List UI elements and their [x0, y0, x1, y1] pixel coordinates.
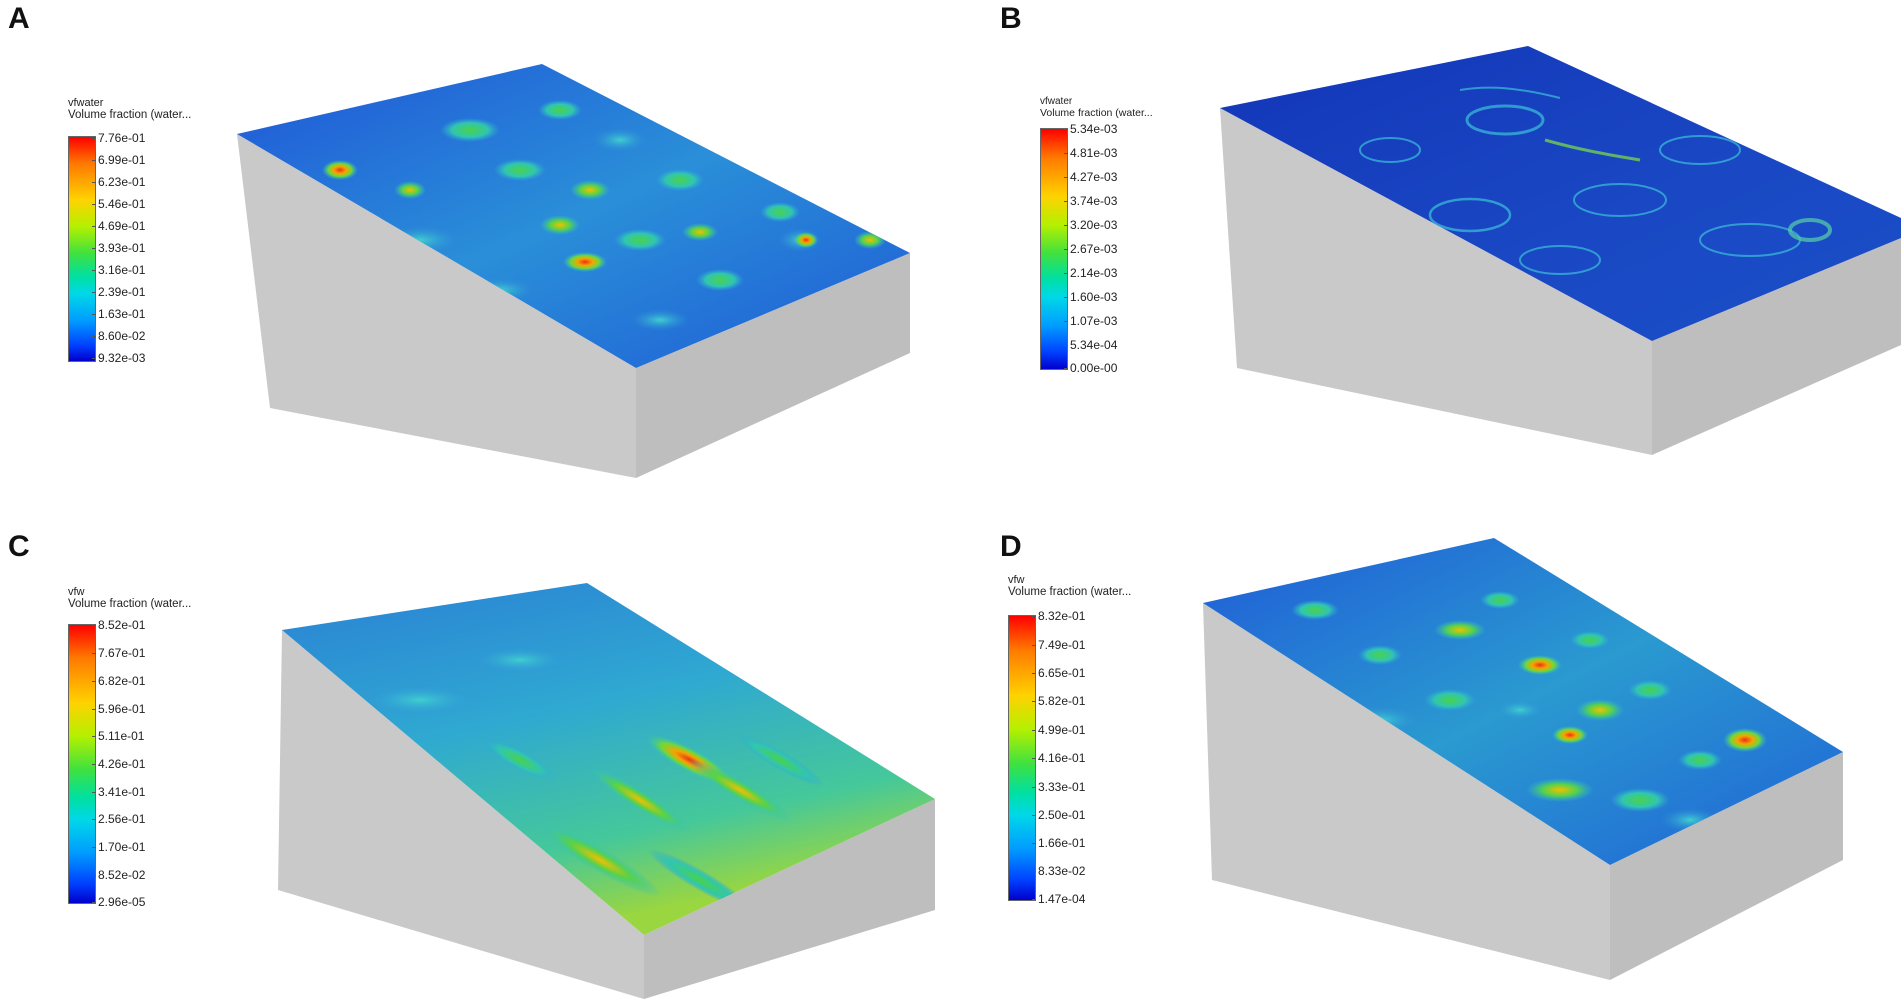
legend-tick: 5.11e-01: [91, 729, 145, 743]
legend-tick: 3.16e-01: [91, 263, 146, 277]
legend-tick: 4.99e-01: [1031, 723, 1086, 737]
block-side-face: [237, 134, 636, 478]
legend-tick: 6.82e-01: [91, 674, 146, 688]
legend-tick: 5.96e-01: [91, 702, 146, 716]
legend-tick: 7.67e-01: [91, 646, 146, 660]
color-scale-bar: [68, 624, 96, 904]
legend-tick: 9.32e-03: [91, 351, 146, 365]
legend-tick: 5.46e-01: [91, 197, 146, 211]
block-side-face: [1203, 603, 1610, 980]
legend-tick: 4.81e-03: [1063, 146, 1118, 160]
legend-tick: 6.65e-01: [1031, 666, 1086, 680]
legend-tick: 3.20e-03: [1063, 218, 1118, 232]
legend-tick: 1.47e-04: [1031, 892, 1086, 906]
legend-tick: 5.82e-01: [1031, 694, 1086, 708]
legend-description: Volume fraction (water...: [1008, 586, 1132, 598]
legend-tick: 3.74e-03: [1063, 194, 1118, 208]
legend-tick: 3.93e-01: [91, 241, 146, 255]
volume-fraction-contours: [270, 100, 886, 331]
legend-tick: 6.99e-01: [91, 153, 146, 167]
slope-block-a: [237, 64, 910, 478]
panel-label-b: B: [1000, 2, 1022, 35]
legend-tick: 7.49e-01: [1031, 638, 1086, 652]
legend-variable-name: vfwater: [68, 97, 104, 109]
block-front-face: [636, 253, 910, 478]
legend-tick: 2.56e-01: [91, 812, 146, 826]
legend-variable-name: vfw: [68, 586, 85, 598]
legend-tick: 1.70e-01: [91, 840, 146, 854]
legend-tick: 4.69e-01: [91, 219, 146, 233]
legend-tick: 2.67e-03: [1063, 242, 1118, 256]
color-scale-bar: [68, 136, 96, 362]
legend-tick: 8.52e-02: [91, 868, 146, 882]
block-front-face: [644, 799, 935, 999]
block-side-face: [1220, 108, 1652, 455]
block-front-face: [1610, 752, 1843, 980]
legend-tick: 1.07e-03: [1063, 314, 1118, 328]
legend-tick: 2.39e-01: [91, 285, 146, 299]
legend-tick: 5.34e-03: [1063, 122, 1118, 136]
legend-tick: 3.33e-01: [1031, 780, 1086, 794]
legend-tick: 1.60e-03: [1063, 290, 1118, 304]
color-scale-bar: [1008, 615, 1036, 901]
legend-tick: 4.27e-03: [1063, 170, 1118, 184]
legend-variable-name: vfwater: [1040, 96, 1073, 107]
slope-surface: [282, 583, 935, 935]
slope-block-c: [278, 583, 935, 999]
panel-label-a: A: [8, 2, 30, 35]
legend-tick: 8.33e-02: [1031, 864, 1086, 878]
legend-description: Volume fraction (water...: [68, 109, 192, 121]
legend-variable-name: vfw: [1008, 574, 1025, 586]
legend-tick: 1.66e-01: [1031, 836, 1086, 850]
legend-tick: 8.60e-02: [91, 329, 146, 343]
block-front-face: [1652, 238, 1901, 455]
legend-tick: 2.50e-01: [1031, 808, 1086, 822]
slope-surface: [237, 64, 910, 368]
volume-fraction-contours: [1359, 86, 1832, 275]
legend-tick: 4.16e-01: [1031, 751, 1086, 765]
legend-tick: 3.41e-01: [91, 785, 146, 799]
legend-c: vfw Volume fraction (water... 8.52e-01 7…: [68, 586, 192, 909]
legend-tick: 7.76e-01: [91, 131, 146, 145]
legend-tick: 6.23e-01: [91, 175, 146, 189]
legend-description: Volume fraction (water...: [1040, 107, 1153, 119]
slope-surface: [1220, 46, 1901, 341]
legend-tick: 4.26e-01: [91, 757, 146, 771]
block-side-face: [278, 630, 644, 999]
volume-fraction-contours: [360, 646, 824, 912]
legend-tick: 8.52e-01: [91, 618, 146, 632]
legend-d: vfw Volume fraction (water... 8.32e-01 7…: [1008, 574, 1132, 906]
legend-tick: 1.63e-01: [91, 307, 146, 321]
legend-tick: 8.32e-01: [1031, 609, 1086, 623]
legend-tick: 0.00e-00: [1063, 361, 1118, 375]
legend-tick: 2.96e-05: [91, 895, 146, 909]
legend-b: vfwater Volume fraction (water... 5.34e-…: [1040, 96, 1153, 375]
slope-block-b: [1220, 46, 1901, 455]
legend-tick: 5.34e-04: [1063, 338, 1118, 352]
legend-a: vfwater Volume fraction (water... 7.76e-…: [68, 97, 192, 365]
panel-label-c: C: [8, 530, 30, 563]
legend-tick: 2.14e-03: [1063, 266, 1118, 280]
slope-block-d: [1203, 538, 1843, 980]
legend-description: Volume fraction (water...: [68, 598, 192, 610]
panel-label-d: D: [1000, 530, 1022, 563]
